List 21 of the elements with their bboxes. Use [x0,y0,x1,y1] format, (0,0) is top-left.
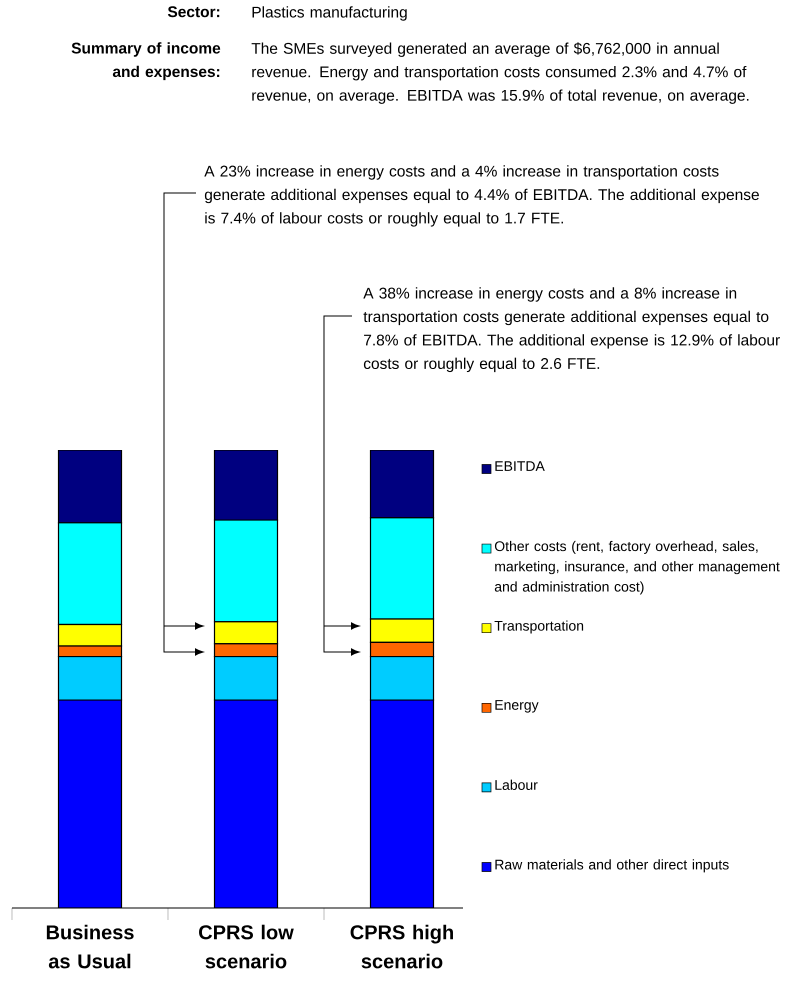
bar [370,699,434,908]
x-tick-label: CPRS low scenario [199,924,294,968]
legend-label: Transportation [494,620,584,634]
x-tick-label: Business as Usual [46,924,134,968]
text: Summary of income and expenses: [72,42,220,80]
text: Sector: [168,6,220,18]
bar [58,699,122,908]
bar [214,450,278,521]
legend-label: Raw materials and other direct inputs [495,859,729,872]
x-tick-label: CPRS high scenario [350,924,453,968]
bar [58,450,122,524]
legend-label: EBITDA [495,461,545,471]
text: A 23% increase in energy costs and a 4% increase in transportation costs generate additional expenses equal to 4.4% of EBITDA. The additional expense is 7.4% of labour costs or roughly equal to 1.7 FTE. [204,165,759,227]
legend-label: Energy [495,700,539,713]
text: Plastics manufacturing [252,6,407,21]
legend-label: Other costs (rent, factory overhead, sales, marketing, insurance, and other management and administration cost) [494,540,780,594]
legend-label: Labour [495,780,538,790]
bar [370,450,434,518]
text: The SMEs surveyed generated an average of $6,762,000 in annual revenue. Energy and transportation costs consumed 2.3% and 4.7% of revenue, on average. EBITDA was 15.9% of total revenue, on average. [252,42,748,104]
text: A 38% increase in energy costs and a 8% increase in transportation costs generate additional expenses equal to 7.8% of EBITDA. The additional expense is 12.9% of labour costs or roughly equal to 2.6 FTE. [363,287,780,372]
bar [214,699,278,908]
